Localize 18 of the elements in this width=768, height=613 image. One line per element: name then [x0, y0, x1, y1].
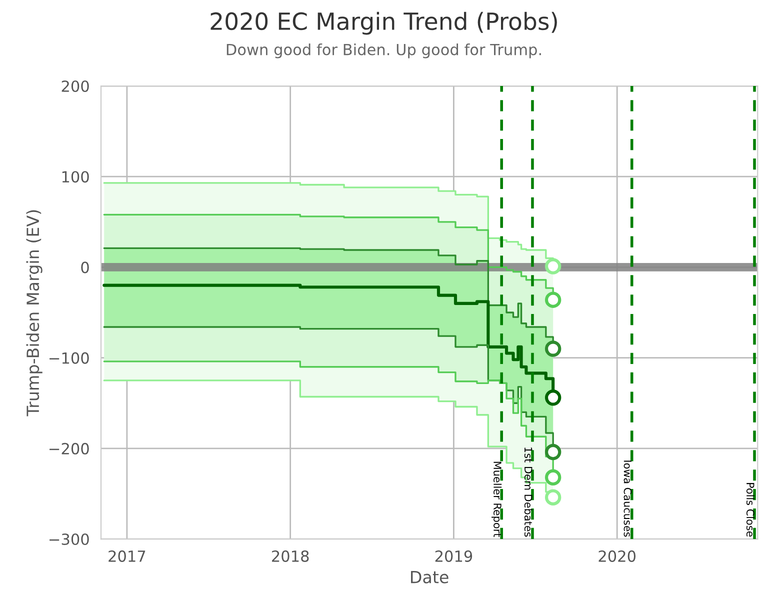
- ref-line-label: 1st Dem Debates: [524, 448, 532, 537]
- y-tick-label: −100: [50, 352, 89, 364]
- x-tick-label: 2019: [435, 550, 472, 562]
- y-axis-title: Trump-Biden Margin (EV): [26, 210, 42, 416]
- ref-line-label: Iowa Caucuses: [624, 460, 632, 537]
- ref-line-label: Mueller Report: [492, 462, 502, 537]
- y-tick-label: 0: [81, 262, 89, 274]
- chart-subtitle: Down good for Biden. Up good for Trump.: [226, 43, 541, 58]
- chart-title: 2020 EC Margin Trend (Probs): [210, 12, 557, 35]
- x-tick-label: 2017: [108, 550, 146, 562]
- y-tick-label: 200: [62, 80, 89, 92]
- x-axis-title: Date: [411, 570, 448, 584]
- y-tick-label: −200: [50, 442, 89, 454]
- ref-line-label: Polls Close: [746, 483, 754, 537]
- x-tick-label: 2018: [272, 550, 309, 562]
- x-tick-label: 2020: [598, 550, 636, 562]
- y-tick-label: −300: [50, 533, 89, 546]
- y-tick-label: 100: [62, 171, 89, 183]
